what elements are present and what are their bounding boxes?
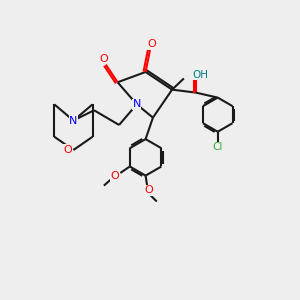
Text: N: N (133, 99, 141, 110)
Text: O: O (111, 171, 119, 181)
Text: O: O (64, 145, 73, 155)
Text: O: O (99, 54, 108, 64)
Text: Cl: Cl (212, 142, 223, 152)
Text: O: O (144, 185, 153, 195)
Text: OH: OH (193, 70, 209, 80)
Text: O: O (148, 39, 156, 49)
Text: N: N (69, 116, 78, 126)
